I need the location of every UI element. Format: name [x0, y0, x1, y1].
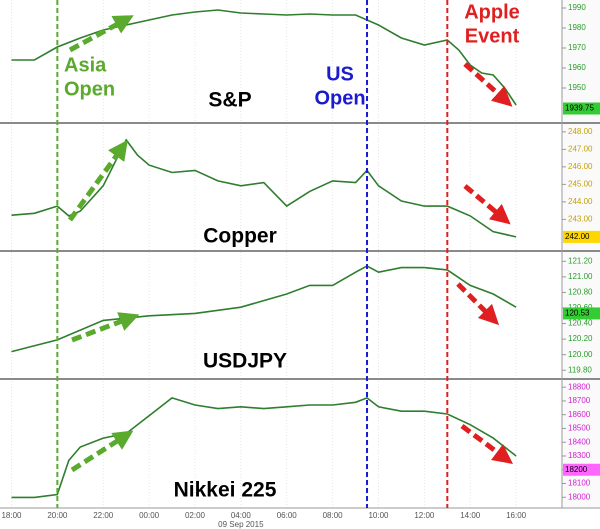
y-tick-label: 18400	[568, 437, 591, 446]
x-tick-label: 14:00	[460, 511, 481, 520]
y-tick-label: 1960	[568, 63, 586, 72]
panel-title: S&P	[208, 89, 251, 112]
y-tick-label: 18100	[568, 479, 591, 488]
y-tick-label: 18800	[568, 382, 591, 391]
x-tick-label: 18:00	[1, 511, 22, 520]
panel-separator	[0, 122, 600, 124]
last-value-label: 1939.75	[565, 104, 594, 113]
x-tick-label: 22:00	[93, 511, 114, 520]
y-tick-label: 248.00	[568, 127, 593, 136]
arrow	[70, 430, 134, 473]
arrows	[67, 15, 514, 473]
arrow	[71, 312, 140, 343]
x-tick-label: 10:00	[368, 511, 389, 520]
axis-background	[562, 0, 600, 508]
y-tick-label: 245.00	[568, 179, 593, 188]
last-value-label: 242.00	[565, 232, 590, 241]
y-tick-label: 18000	[568, 492, 591, 501]
x-tick-label: 20:00	[47, 511, 68, 520]
y-tick-label: 120.40	[568, 319, 593, 328]
price-line	[11, 396, 517, 499]
x-tick-label: 16:00	[506, 511, 527, 520]
x-tick-label: 02:00	[185, 511, 206, 520]
y-tick-label: 1950	[568, 83, 586, 92]
annotation: Event	[465, 25, 520, 47]
y-tick-label: 243.00	[568, 214, 593, 223]
y-tick-label: 119.80	[568, 365, 592, 374]
x-date-label: 09 Sep 2015	[218, 520, 264, 529]
y-tick-label: 120.20	[568, 334, 593, 343]
panel-separator	[0, 378, 600, 380]
last-value-label: 120.53	[565, 309, 590, 318]
arrow	[463, 184, 511, 225]
last-value-box	[563, 307, 600, 320]
x-tick-label: 06:00	[277, 511, 298, 520]
last-value-box	[563, 463, 600, 476]
y-tick-label: 1970	[568, 43, 586, 52]
panel-title: Nikkei 225	[174, 479, 277, 502]
panel-separator	[0, 250, 600, 252]
y-tick-label: 244.00	[568, 197, 593, 206]
y-tick-label: 18700	[568, 396, 591, 405]
y-tick-label: 121.00	[568, 272, 593, 281]
annotation: Asia	[64, 54, 107, 76]
y-tick-label: 18600	[568, 410, 591, 419]
y-tick-label: 120.00	[568, 350, 593, 359]
x-tick-label: 04:00	[231, 511, 252, 520]
arrow	[68, 15, 134, 53]
annotation: Open	[314, 87, 365, 109]
x-tick-label: 08:00	[323, 511, 344, 520]
y-tick-label: 121.20	[568, 256, 593, 265]
y-tick-label: 247.00	[568, 144, 593, 153]
arrow	[463, 62, 513, 107]
arrow	[67, 139, 128, 222]
y-tick-label: 18500	[568, 424, 591, 433]
x-tick-label: 00:00	[139, 511, 160, 520]
y-tick-label: 18300	[568, 451, 591, 460]
panel-title: USDJPY	[203, 350, 287, 373]
last-value-label: 18200	[565, 465, 588, 474]
panel-title: Copper	[203, 225, 277, 248]
x-tick-label: 12:00	[414, 511, 435, 520]
y-tick-label: 1990	[568, 3, 586, 12]
price-line	[11, 9, 517, 106]
annotation: Apple	[464, 1, 520, 23]
y-tick-label: 120.80	[568, 288, 593, 297]
y-tick-label: 1980	[568, 23, 586, 32]
arrow	[456, 282, 500, 326]
last-value-box	[563, 230, 600, 243]
last-value-box	[563, 102, 600, 115]
arrow	[460, 423, 514, 464]
price-line	[11, 138, 517, 238]
y-tick-label: 246.00	[568, 162, 593, 171]
price-line	[11, 265, 517, 353]
annotation: Open	[64, 78, 115, 100]
annotation: US	[326, 63, 354, 85]
